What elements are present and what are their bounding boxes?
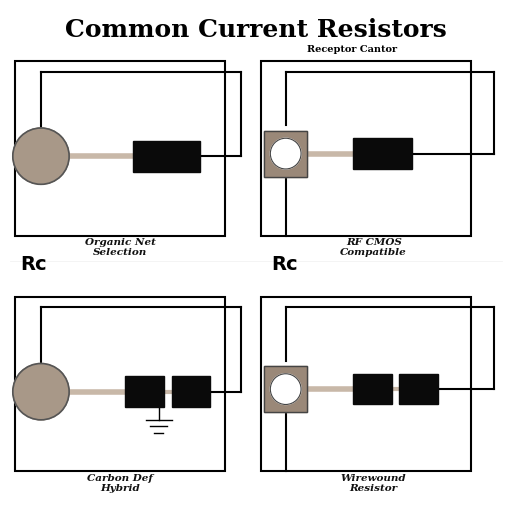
Bar — [264, 366, 307, 412]
Bar — [353, 374, 392, 404]
Circle shape — [270, 138, 301, 169]
Text: Organic Net
Selection: Organic Net Selection — [85, 238, 156, 258]
Text: Common Current Resistors: Common Current Resistors — [65, 18, 447, 42]
Bar — [264, 131, 307, 177]
Text: Rc: Rc — [271, 255, 298, 274]
Bar — [353, 138, 412, 169]
Bar — [264, 131, 307, 177]
Circle shape — [13, 128, 69, 184]
Circle shape — [270, 374, 301, 404]
Bar — [172, 376, 210, 407]
Text: Carbon Def
Hybrid: Carbon Def Hybrid — [88, 474, 153, 493]
Text: Receptor Cantor: Receptor Cantor — [307, 45, 397, 54]
Bar — [399, 374, 438, 404]
Text: RF CMOS
Compatible: RF CMOS Compatible — [340, 238, 407, 258]
Circle shape — [13, 364, 69, 420]
Bar — [125, 376, 164, 407]
Bar — [261, 61, 471, 236]
Bar — [133, 141, 200, 172]
Bar — [261, 297, 471, 471]
Bar — [15, 297, 225, 471]
Bar — [264, 366, 307, 412]
Bar — [15, 61, 225, 236]
Text: Wirewound
Resistor: Wirewound Resistor — [341, 474, 407, 493]
Text: Rc: Rc — [20, 255, 47, 274]
